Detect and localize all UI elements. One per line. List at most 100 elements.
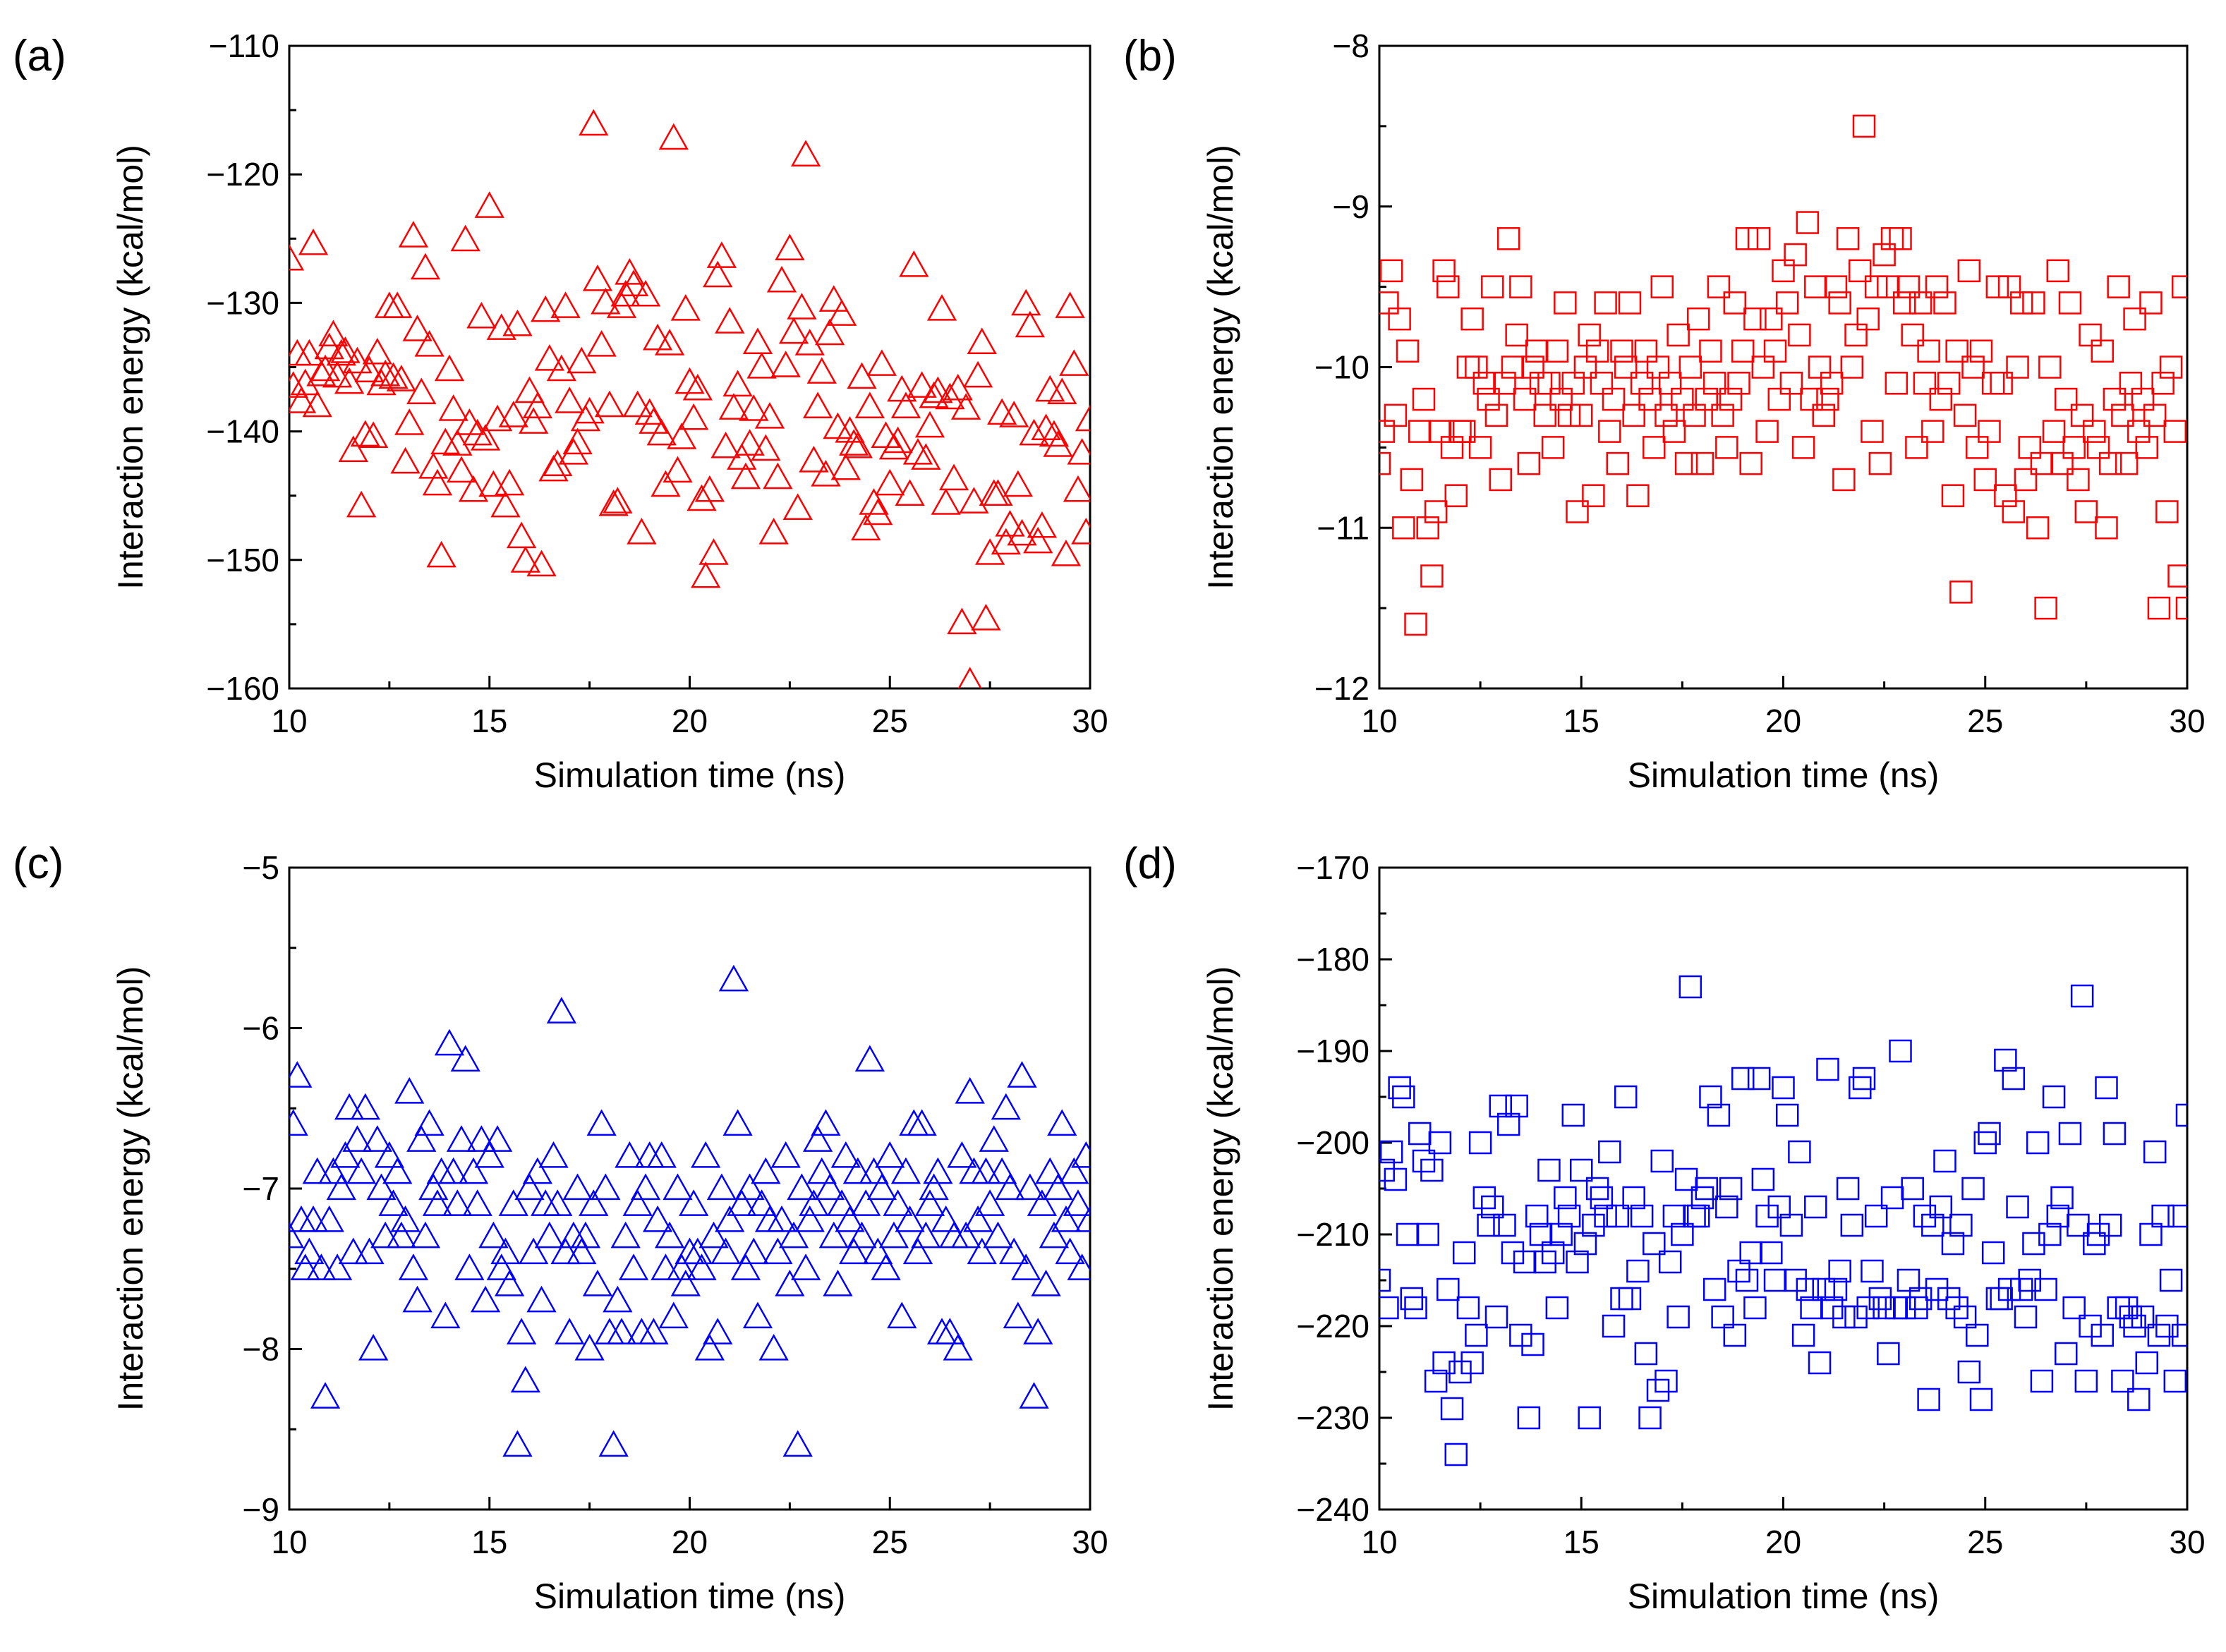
square-marker xyxy=(1836,227,1860,250)
square-marker xyxy=(1719,1177,1743,1201)
triangle-marker xyxy=(362,337,392,365)
square-marker xyxy=(1917,1387,1940,1411)
square-marker xyxy=(2022,1232,2045,1256)
triangle-marker xyxy=(914,411,945,438)
triangle-marker xyxy=(971,604,1001,631)
triangle-marker xyxy=(574,1333,605,1361)
marker-layer xyxy=(289,964,1090,1457)
square-marker xyxy=(1690,451,1714,475)
square-marker xyxy=(1719,387,1743,411)
square-marker xyxy=(1816,387,1839,411)
triangle-marker xyxy=(550,291,581,318)
square-marker xyxy=(2055,387,2078,411)
triangle-marker xyxy=(442,1189,473,1216)
triangle-marker xyxy=(911,443,941,470)
square-marker xyxy=(1384,403,1408,427)
square-marker xyxy=(1408,420,1432,443)
triangle-marker xyxy=(1019,418,1049,446)
triangle-marker xyxy=(1015,1173,1046,1201)
square-marker xyxy=(1638,1406,1662,1430)
triangle-marker xyxy=(686,1253,717,1280)
triangle-marker xyxy=(863,498,893,526)
x-axis-title: Simulation time (ns) xyxy=(534,755,846,795)
square-marker xyxy=(2135,436,2158,459)
triangle-marker xyxy=(378,1189,409,1216)
square-marker xyxy=(1880,1186,1904,1210)
square-marker xyxy=(1861,420,1884,443)
square-marker xyxy=(1549,1222,1573,1246)
triangle-marker xyxy=(298,1205,329,1232)
triangle-marker xyxy=(1075,404,1090,432)
square-marker xyxy=(1594,1204,1617,1228)
triangle-marker xyxy=(615,1141,645,1168)
triangle-marker xyxy=(730,462,761,490)
square-marker xyxy=(1861,1259,1884,1283)
triangle-marker xyxy=(314,332,344,360)
triangle-marker xyxy=(742,327,773,354)
square-marker xyxy=(1468,436,1492,459)
triangle-marker xyxy=(851,514,881,541)
triangle-marker xyxy=(830,453,861,480)
triangle-marker xyxy=(746,351,777,379)
square-marker xyxy=(2083,1232,2106,1256)
triangle-marker xyxy=(1039,420,1070,447)
square-marker xyxy=(1626,484,1650,507)
square-marker xyxy=(1957,1360,1981,1384)
triangle-marker xyxy=(698,538,729,565)
square-marker xyxy=(1537,1158,1561,1182)
square-marker xyxy=(1695,387,1718,411)
triangle-marker xyxy=(627,517,657,545)
triangle-marker xyxy=(847,362,877,389)
square-marker xyxy=(1921,1213,1944,1237)
square-marker xyxy=(2030,1369,2054,1393)
square-marker xyxy=(2167,1204,2187,1228)
square-marker xyxy=(1452,420,1476,443)
triangle-marker xyxy=(959,487,989,514)
triangle-marker xyxy=(679,1189,709,1216)
triangle-marker xyxy=(703,260,733,288)
y-tick-label: −11 xyxy=(1317,509,1369,546)
square-marker xyxy=(1816,1057,1839,1081)
triangle-marker xyxy=(570,1221,601,1249)
plot-frame xyxy=(288,866,1091,1511)
triangle-marker xyxy=(658,123,689,150)
square-marker xyxy=(1966,436,1989,459)
square-marker xyxy=(2115,1296,2139,1320)
triangle-marker xyxy=(847,1221,877,1249)
triangle-marker xyxy=(782,493,813,520)
square-marker xyxy=(1646,1378,1670,1402)
square-marker xyxy=(1840,356,1864,379)
triangle-marker xyxy=(470,423,501,451)
square-marker xyxy=(1905,1296,1928,1320)
x-tick-label: 15 xyxy=(1563,703,1599,739)
square-marker xyxy=(1440,1397,1464,1421)
square-marker xyxy=(1416,516,1439,540)
square-marker xyxy=(1893,291,1916,315)
square-marker xyxy=(2038,356,2062,379)
square-marker xyxy=(2172,275,2187,298)
square-marker xyxy=(2111,1369,2134,1393)
triangle-marker xyxy=(306,1253,337,1280)
square-marker xyxy=(1941,1232,1965,1256)
triangle-marker xyxy=(670,1269,701,1296)
triangle-marker xyxy=(567,1237,597,1265)
square-marker xyxy=(2030,451,2054,475)
triangle-marker xyxy=(338,1237,368,1265)
triangle-marker xyxy=(646,1141,677,1168)
triangle-marker xyxy=(1051,1205,1082,1232)
square-marker xyxy=(1868,1287,1892,1311)
triangle-marker xyxy=(811,1109,841,1136)
square-marker xyxy=(1472,372,1496,395)
square-marker xyxy=(2026,516,2050,540)
triangle-marker xyxy=(734,1173,765,1201)
square-marker xyxy=(1404,1296,1427,1320)
square-marker xyxy=(1541,436,1565,459)
square-marker xyxy=(1945,339,1968,363)
triangle-marker xyxy=(289,1061,313,1088)
triangle-marker xyxy=(991,528,1021,555)
square-marker xyxy=(1392,516,1415,540)
square-marker xyxy=(1723,291,1747,315)
triangle-marker xyxy=(462,1189,492,1216)
triangle-marker xyxy=(402,315,433,341)
